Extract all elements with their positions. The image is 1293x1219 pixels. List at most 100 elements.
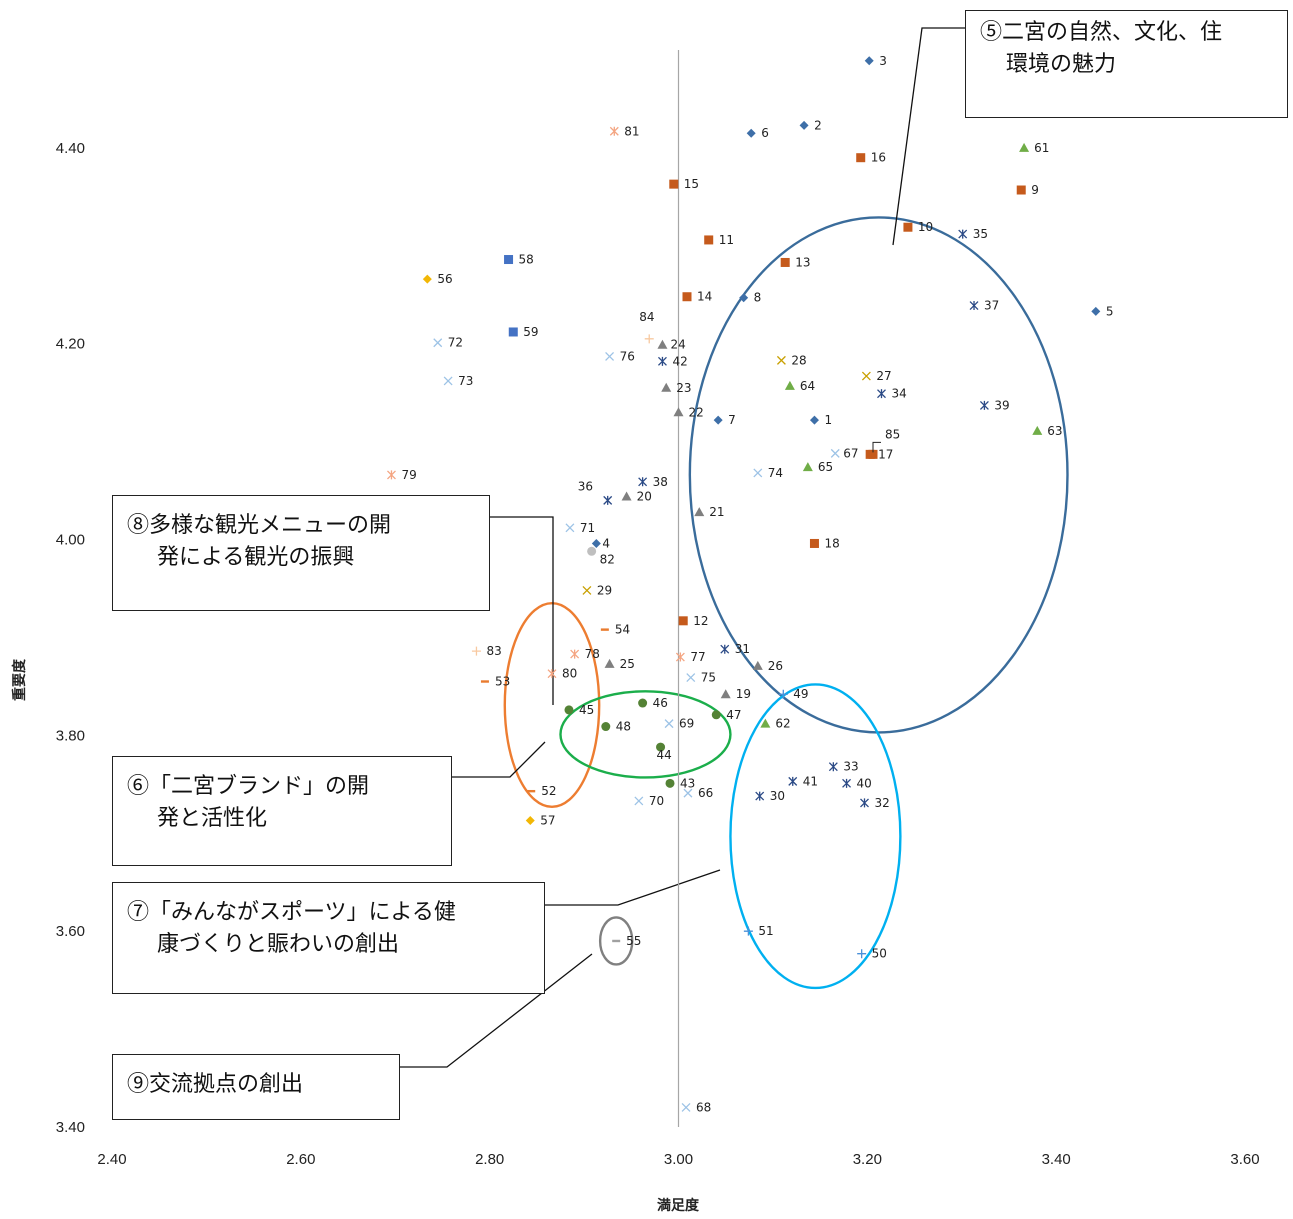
callout-5: ⑤二宮の自然、文化、住 環境の魅力 [965,10,1288,118]
point-label-8: 8 [754,291,762,305]
point-label-64: 64 [800,379,815,393]
data-point-32 [860,798,869,808]
point-label-42: 42 [672,354,687,368]
point-label-36: 36 [578,479,593,493]
point-label-31: 31 [735,642,750,656]
data-point-80 [547,669,557,679]
point-label-37: 37 [984,299,999,313]
leader-line [545,869,721,906]
data-point-35 [958,229,968,239]
point-label-1: 1 [824,413,832,427]
point-label-35: 35 [973,227,988,241]
point-label-53: 53 [495,675,510,689]
data-point-5 [1091,306,1101,316]
data-point-33 [828,762,838,772]
data-point-66 [683,788,693,798]
callout-8: ⑧多様な観光メニューの開 発による観光の振興 [112,495,490,611]
data-point-40 [842,778,852,788]
point-label-21: 21 [709,505,724,519]
data-point-46 [638,698,648,708]
point-label-17: 17 [878,447,893,461]
group-ellipse-4 [729,683,902,990]
leader-line [892,27,965,246]
data-point-83 [471,646,481,656]
point-label-71: 71 [580,521,595,535]
data-point-56 [422,274,432,284]
data-point-63 [1032,425,1043,435]
point-label-20: 20 [637,489,652,503]
callout-5-line2: 環境の魅力 [1006,52,1117,77]
data-point-52 [527,789,536,793]
point-label-44: 44 [657,748,672,762]
callout-7-line1: ⑦「みんながスポーツ」による健 [127,900,456,925]
data-point-39 [979,400,989,410]
data-point-15 [669,179,679,189]
point-label-74: 74 [768,466,783,480]
data-point-18 [809,538,819,548]
x-tick-label: 3.20 [853,1151,882,1168]
point-label-66: 66 [698,786,713,800]
data-point-69 [664,719,674,729]
point-label-4: 4 [602,536,610,550]
point-label-40: 40 [857,776,872,790]
data-point-68 [681,1102,691,1112]
point-label-67: 67 [843,446,858,460]
point-label-59: 59 [523,325,538,339]
point-label-80: 80 [562,667,577,681]
point-label-50: 50 [872,947,887,961]
data-point-84 [644,334,654,344]
data-point-34 [877,389,886,399]
point-label-57: 57 [540,814,555,828]
point-label-33: 33 [843,760,858,774]
data-point-1 [809,415,819,425]
y-tick-label: 3.60 [56,923,85,940]
data-point-58 [504,255,514,265]
data-point-61 [1019,142,1030,152]
data-point-30 [755,791,765,801]
callout-8-line1: ⑧多様な観光メニューの開 [127,513,392,538]
point-label-9: 9 [1031,183,1039,197]
data-point-2 [799,120,809,130]
data-point-3 [864,56,874,66]
label-85-connector [872,441,881,453]
leader-line [490,516,554,705]
callout-6: ⑥「二宮ブランド」の開 発と活性化 [112,756,452,866]
x-tick-label: 3.40 [1042,1151,1071,1168]
y-tick-label: 3.80 [56,727,85,744]
point-label-13: 13 [795,255,810,269]
x-tick-label: 2.80 [475,1151,504,1168]
point-label-77: 77 [690,650,705,664]
point-label-3: 3 [879,54,887,68]
point-label-49: 49 [793,687,808,701]
point-label-46: 46 [653,696,668,710]
data-point-45 [564,705,574,715]
point-label-18: 18 [824,536,839,550]
y-axis-title: 重要度 [11,658,28,701]
point-label-75: 75 [701,671,716,685]
point-label-85: 85 [885,427,900,441]
callout-9-line1: ⑨交流拠点の創出 [127,1072,304,1097]
data-point-26 [752,660,763,670]
y-tick-label: 4.20 [56,336,85,353]
point-label-6: 6 [761,126,769,140]
data-point-25 [604,658,615,668]
data-point-9 [1016,185,1026,195]
x-tick-label: 2.60 [286,1151,315,1168]
data-point-67 [830,448,840,458]
point-label-23: 23 [676,381,691,395]
data-point-72 [433,338,443,348]
data-point-64 [784,380,795,390]
data-point-85 [868,449,878,459]
data-point-27 [861,371,871,381]
point-label-14: 14 [697,290,712,304]
point-label-73: 73 [458,374,473,388]
point-label-22: 22 [689,405,704,419]
data-point-21 [694,507,705,517]
group-ellipse-5 [598,916,634,966]
point-label-83: 83 [486,644,501,658]
data-point-79 [387,470,396,480]
data-point-50 [857,949,867,959]
point-label-76: 76 [620,349,635,363]
y-tick-label: 3.40 [56,1119,85,1136]
point-label-55: 55 [626,934,641,948]
